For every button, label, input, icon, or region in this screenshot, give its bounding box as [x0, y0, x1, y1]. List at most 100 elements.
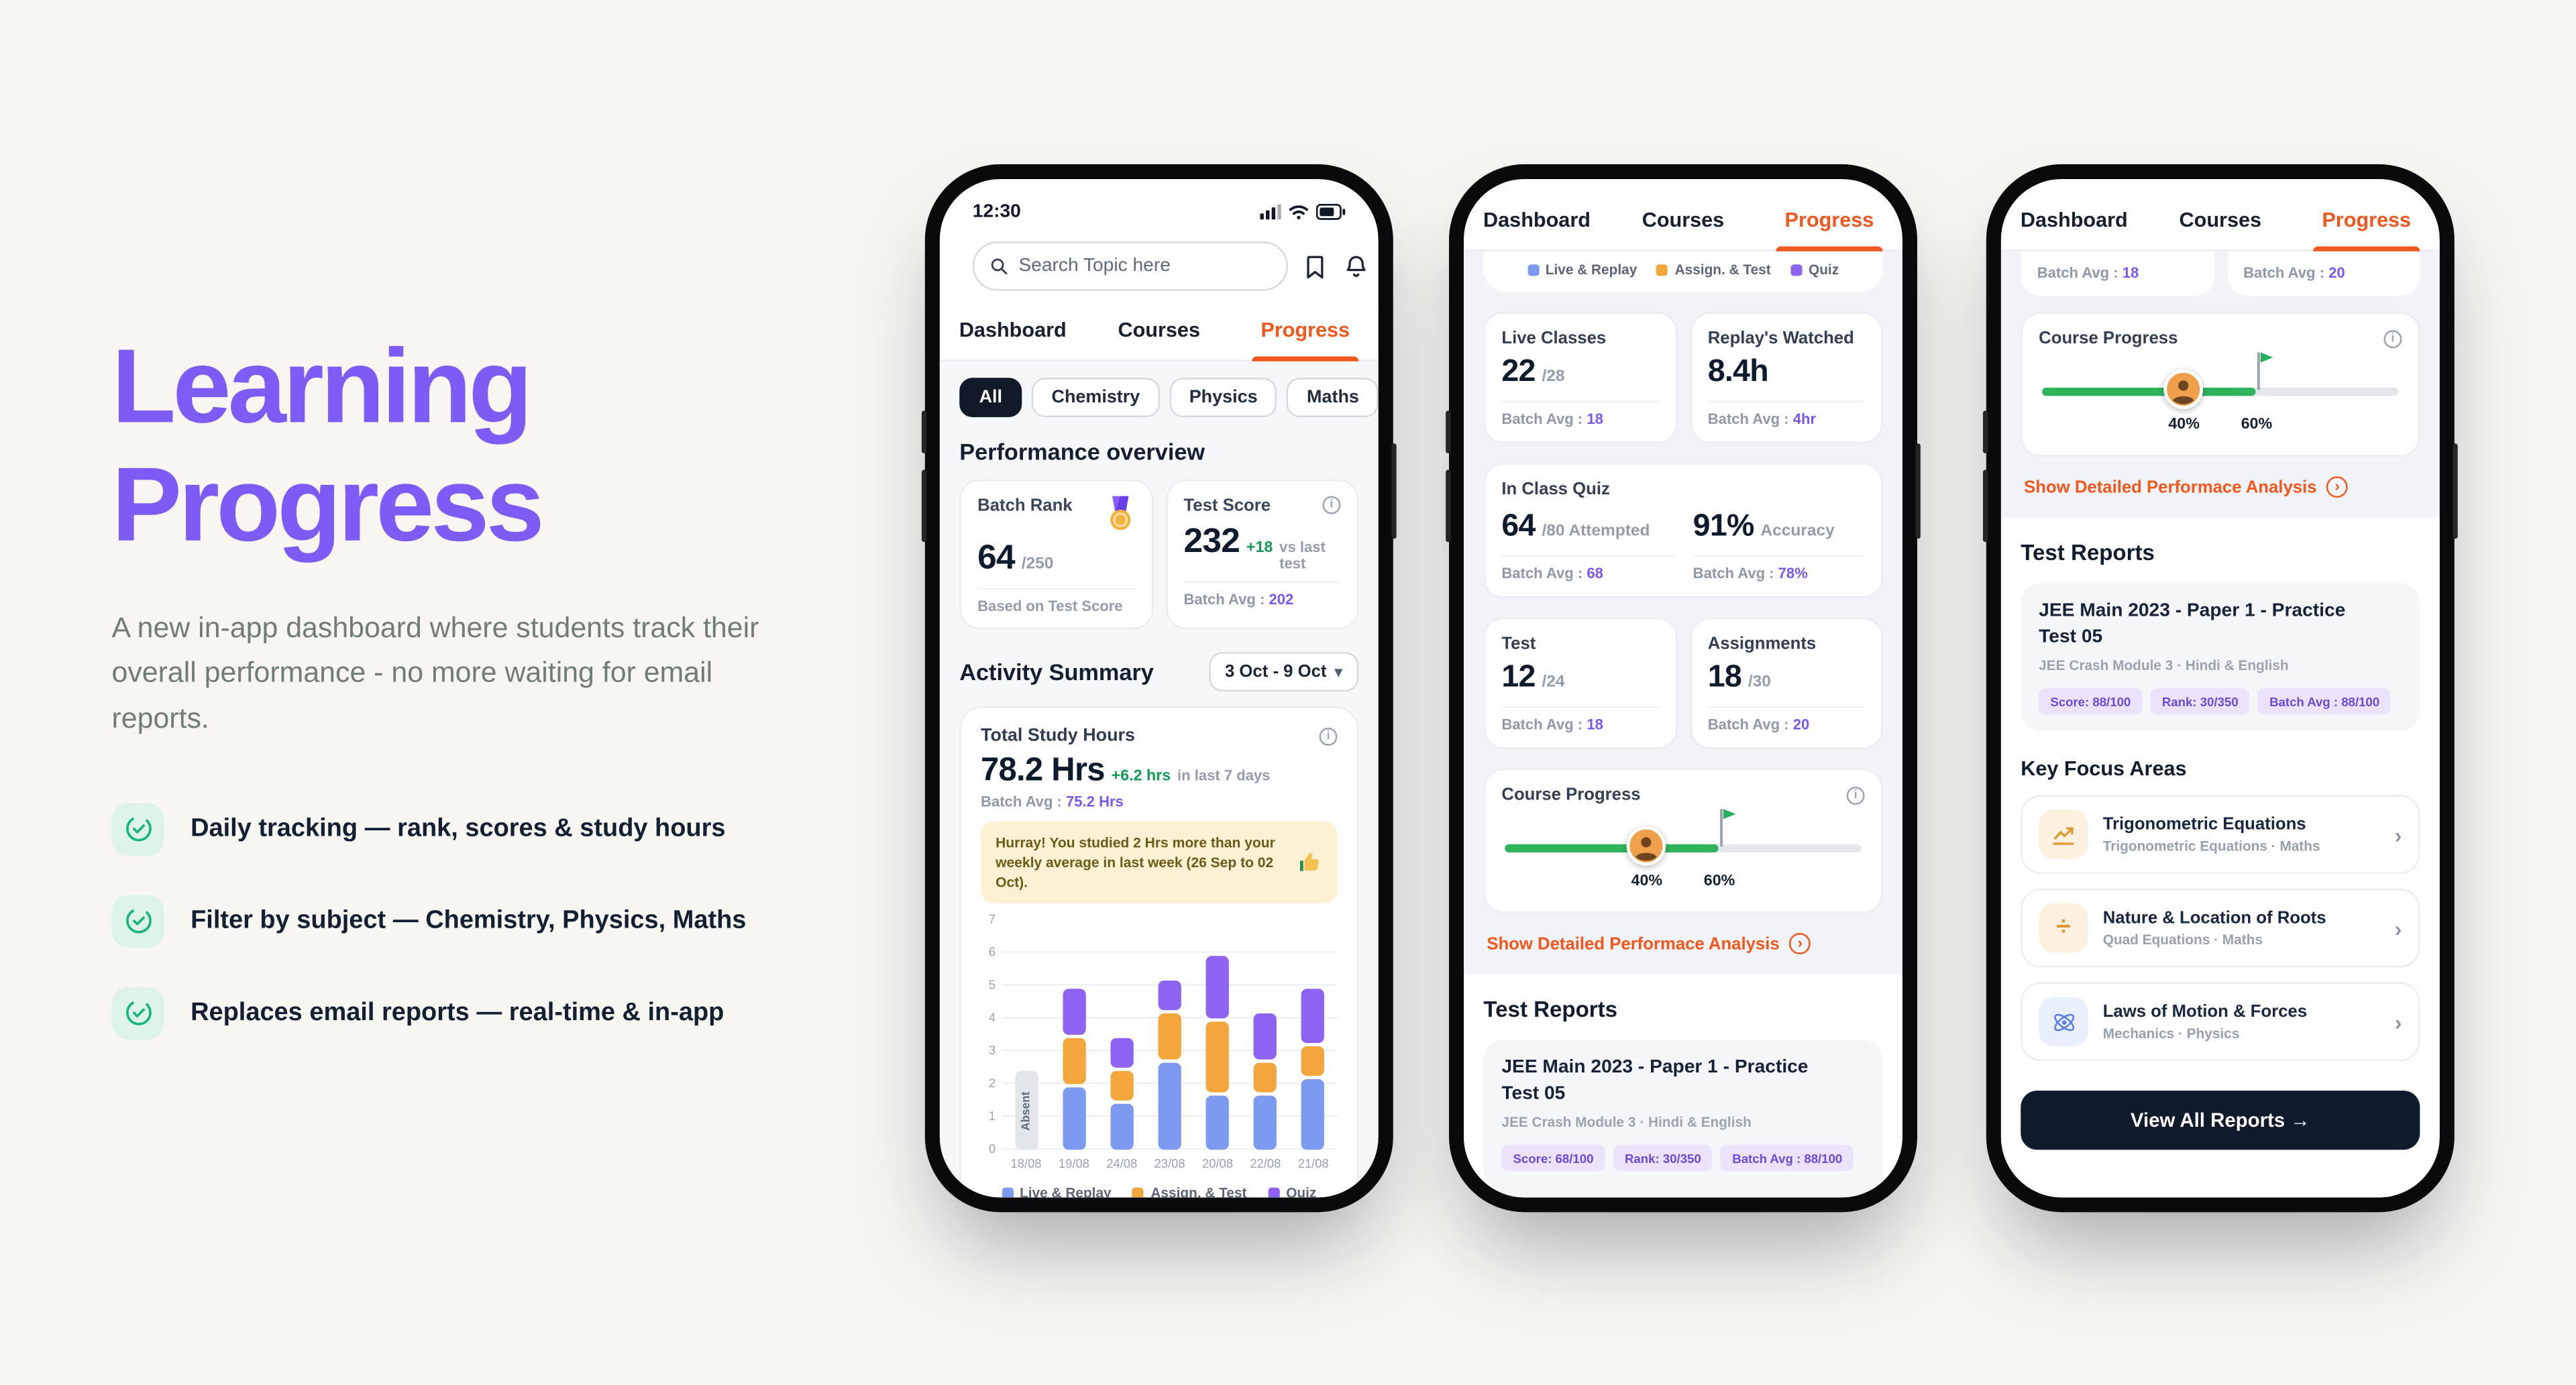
- batch-avg-value: 18: [1587, 410, 1603, 427]
- progress-track: [2042, 387, 2399, 396]
- check-circle-icon: [111, 802, 164, 856]
- power-button: [1391, 443, 1397, 539]
- batch-avg-label: Batch Avg :: [1707, 716, 1789, 733]
- batch-rank-note: Based on Test Score: [977, 588, 1135, 614]
- status-time: 12:30: [972, 202, 1021, 222]
- search-input-wrap[interactable]: [972, 241, 1289, 291]
- student-avatar: [1627, 826, 1667, 866]
- tab-courses[interactable]: Courses: [1642, 209, 1725, 232]
- search-input[interactable]: [1018, 256, 1272, 276]
- chip-all[interactable]: All: [959, 378, 1022, 418]
- feature-bullets: Daily tracking — rank, scores & study ho…: [111, 802, 835, 1040]
- focus-area-item[interactable]: Laws of Motion & Forces Mechanics · Phys…: [2021, 982, 2420, 1062]
- bullet-text: Daily tracking — rank, scores & study ho…: [191, 814, 726, 842]
- chevron-circle-icon: ›: [2326, 476, 2349, 498]
- legend-label: Live & Replay: [1020, 1184, 1112, 1198]
- batch-avg-value: 18: [1587, 716, 1603, 733]
- accuracy-value: 91%: [1693, 509, 1755, 544]
- tab-progress[interactable]: Progress: [1232, 304, 1379, 362]
- cut-card-assignments: Batch Avg : 20: [2226, 251, 2420, 296]
- course-progress-card: Course Progress i 40% 60%: [1483, 769, 1883, 913]
- batch-avg-label: Batch Avg :: [2243, 264, 2324, 281]
- bullet-item: Filter by subject — Chemistry, Physics, …: [111, 895, 835, 948]
- focus-area-title: Laws of Motion & Forces: [2102, 1001, 2308, 1022]
- encouragement-banner: Hurray! You studied 2 Hrs more than your…: [981, 821, 1338, 904]
- study-hours-delta: +6.2 hrs: [1111, 767, 1171, 785]
- page-title: Learning Progress: [112, 327, 835, 564]
- score-badge: Score: 88/100: [2039, 688, 2143, 715]
- batch-rank-label: Batch Rank: [977, 496, 1073, 516]
- volume-button: [1982, 469, 1988, 543]
- replays-batch-avg: Batch Avg : 4hr: [1707, 400, 1865, 427]
- quiz-dot-icon: [1268, 1186, 1280, 1198]
- search-icon: [991, 258, 1008, 275]
- date-range-dropdown[interactable]: 3 Oct - 9 Oct ▾: [1208, 652, 1359, 692]
- tab-dashboard[interactable]: Dashboard: [959, 319, 1067, 342]
- legend-label: Quiz: [1286, 1184, 1317, 1198]
- status-icons: [1260, 204, 1346, 220]
- report-subtitle: JEE Crash Module 3 · Hindi & English: [2039, 657, 2289, 674]
- notification-bell-icon[interactable]: [1342, 252, 1371, 280]
- progress-flag-label: 60%: [1703, 872, 1735, 891]
- goal-flag-icon: [2252, 350, 2273, 401]
- test-total: /24: [1542, 673, 1565, 692]
- battery-icon: [1316, 204, 1346, 220]
- course-progress-label: Course Progress: [2039, 328, 2178, 349]
- test-score-batch-avg: Batch Avg : 202: [1183, 581, 1341, 608]
- info-icon[interactable]: i: [1319, 726, 1338, 745]
- chip-maths[interactable]: Maths: [1287, 378, 1379, 418]
- study-hours-value: 78.2 Hrs: [981, 752, 1105, 789]
- info-icon[interactable]: i: [1846, 785, 1865, 804]
- chip-chemistry[interactable]: Chemistry: [1032, 378, 1160, 418]
- batch-rank-total: /250: [1021, 555, 1054, 573]
- quiz-total: /80 Attempted: [1542, 522, 1650, 541]
- info-icon[interactable]: i: [2383, 329, 2402, 347]
- score-badge: Score: 68/100: [1501, 1145, 1605, 1172]
- live-classes-card: Live Classes 22/28 Batch Avg : 18: [1483, 312, 1677, 444]
- view-all-reports-button[interactable]: View All Reports →: [2021, 1091, 2420, 1150]
- medal-icon: [1109, 496, 1130, 531]
- live-replay-dot-icon: [1527, 264, 1539, 276]
- show-analysis-label: Show Detailed Performace Analysis: [1487, 934, 1780, 954]
- show-analysis-link[interactable]: Show Detailed Performace Analysis ›: [2024, 476, 2416, 498]
- chevron-down-icon: ▾: [1334, 663, 1342, 679]
- wifi-icon: [1289, 205, 1309, 220]
- rank-badge: Rank: 30/350: [2150, 688, 2250, 715]
- key-focus-areas-title: Key Focus Areas: [2021, 757, 2187, 781]
- tab-dashboard[interactable]: Dashboard: [2020, 209, 2128, 232]
- chart-plot: Absent: [1002, 920, 1338, 1150]
- live-classes-batch-avg: Batch Avg : 18: [1501, 400, 1659, 427]
- report-badges: Score: 88/100 Rank: 30/350 Batch Avg : 8…: [2039, 688, 2402, 715]
- focus-area-item[interactable]: ÷ Nature & Location of Roots Quad Equati…: [2021, 888, 2420, 968]
- tab-dashboard[interactable]: Dashboard: [1483, 209, 1591, 232]
- batch-avg-badge: Batch Avg : 88/100: [2257, 688, 2392, 715]
- batch-rank-value: 64: [977, 539, 1015, 577]
- hero-description: A new in-app dashboard where students tr…: [111, 611, 759, 734]
- activity-summary-header: Activity Summary 3 Oct - 9 Oct ▾: [959, 652, 1359, 692]
- chip-physics[interactable]: Physics: [1169, 378, 1277, 418]
- tab-progress[interactable]: Progress: [2294, 189, 2440, 252]
- progress-track: [1505, 844, 1862, 853]
- chart-legend: Live & Replay Assign. & Test Quiz: [981, 1184, 1337, 1198]
- quiz-label: In Class Quiz: [1501, 480, 1610, 500]
- legend-item-quiz: Quiz: [1790, 261, 1839, 278]
- info-icon[interactable]: i: [1322, 496, 1341, 514]
- bookmark-icon[interactable]: [1301, 252, 1330, 280]
- tab-courses[interactable]: Courses: [2179, 209, 2262, 232]
- legend-label: Quiz: [1809, 261, 1839, 278]
- batch-avg-value: 20: [2328, 264, 2345, 281]
- show-analysis-link[interactable]: Show Detailed Performace Analysis ›: [1487, 933, 1879, 954]
- quiz-dot-icon: [1790, 264, 1803, 276]
- focus-area-item[interactable]: Trigonometric Equations Trigonometric Eq…: [2021, 795, 2420, 874]
- study-batch-avg: Batch Avg : 75.2 Hrs: [981, 793, 1337, 810]
- date-range-value: 3 Oct - 9 Oct: [1224, 661, 1327, 682]
- replays-watched-card: Replay's Watched 8.4h Batch Avg : 4hr: [1689, 312, 1883, 444]
- tab-courses[interactable]: Courses: [1118, 319, 1201, 342]
- tab-progress[interactable]: Progress: [1756, 189, 1902, 252]
- student-avatar: [2164, 370, 2204, 409]
- report-card[interactable]: JEE Main 2023 - Paper 1 - Practice Test …: [1483, 1040, 1883, 1198]
- report-card[interactable]: JEE Main 2023 - Paper 1 - Practice Test …: [2021, 583, 2420, 731]
- stats-row-1: Live Classes 22/28 Batch Avg : 18 Replay…: [1483, 312, 1883, 444]
- assign-test-dot-icon: [1656, 264, 1668, 276]
- chart-bar-column: [1158, 977, 1181, 1150]
